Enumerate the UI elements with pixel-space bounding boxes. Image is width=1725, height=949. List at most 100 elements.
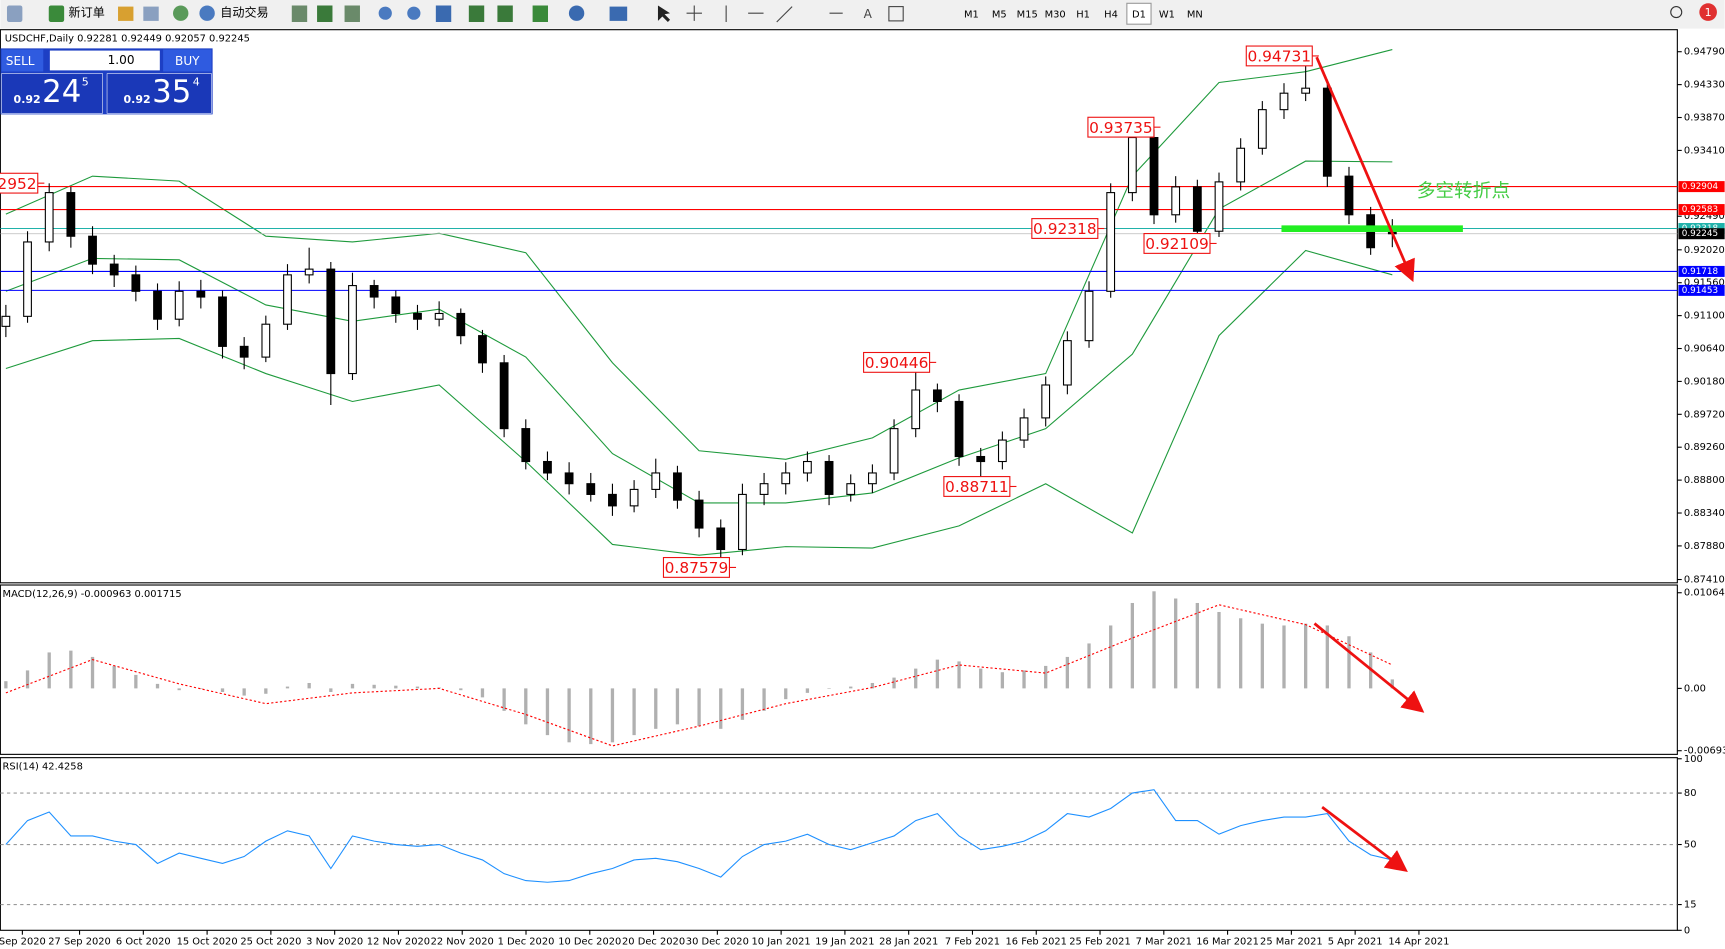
macd-bar xyxy=(1282,625,1286,689)
sell-quote[interactable] xyxy=(1,73,103,114)
icon[interactable] xyxy=(143,6,159,21)
y-tick-label: 100 xyxy=(1684,754,1703,765)
y-tick-label: 15 xyxy=(1684,900,1697,911)
icon[interactable] xyxy=(657,5,671,22)
candle-body xyxy=(1,315,11,327)
icon[interactable] xyxy=(532,5,548,22)
icon[interactable] xyxy=(497,5,513,22)
candle-body xyxy=(781,472,791,485)
alert-badge[interactable] xyxy=(1699,3,1717,21)
macd-bar xyxy=(90,656,95,689)
macd-bar xyxy=(610,688,615,743)
icon[interactable] xyxy=(568,5,585,21)
candle-body xyxy=(673,472,682,501)
timeframe[interactable]: D1 xyxy=(1132,9,1146,20)
x-tick-label: 16 Feb 2021 xyxy=(1006,936,1067,947)
candle-body xyxy=(954,400,964,458)
y-tick-label: 0.01064 xyxy=(1684,588,1725,599)
timeframe[interactable]: M30 xyxy=(1045,9,1066,20)
price-tag-label: 0.91453 xyxy=(1682,286,1718,296)
annotation-label: 0.90446 xyxy=(865,354,929,372)
icon[interactable] xyxy=(199,5,215,21)
timeframe[interactable]: H4 xyxy=(1104,9,1118,20)
icon[interactable] xyxy=(291,5,308,22)
icon[interactable] xyxy=(48,5,65,22)
y-tick-label: 0.89720 xyxy=(1684,409,1725,420)
icon[interactable] xyxy=(468,5,485,22)
timeframe[interactable]: MN xyxy=(1187,9,1203,20)
candle-body xyxy=(1322,87,1332,177)
y-tick-label: 0.89260 xyxy=(1684,442,1725,453)
macd-bar xyxy=(415,686,420,689)
icon[interactable]: A xyxy=(864,7,873,21)
timeframe[interactable]: W1 xyxy=(1159,9,1175,20)
x-tick-label: 30 Dec 2020 xyxy=(686,936,749,947)
macd-bar xyxy=(480,688,485,698)
annotation-label: 0.92109 xyxy=(1145,235,1209,253)
rsi-line xyxy=(5,789,1393,883)
x-tick-label: 20 Dec 2020 xyxy=(622,936,685,947)
macd-bar xyxy=(632,688,636,736)
icon[interactable] xyxy=(435,5,452,22)
candle-body xyxy=(326,268,336,375)
candle-body xyxy=(911,389,921,430)
icon[interactable] xyxy=(6,5,23,22)
arrows xyxy=(1313,56,1425,873)
timeframe[interactable]: M1 xyxy=(964,9,979,20)
macd-bar xyxy=(4,681,8,689)
buy-small: 4 xyxy=(193,75,200,88)
macd-bar xyxy=(394,685,398,689)
macd-bar xyxy=(1000,672,1005,689)
candle-body xyxy=(196,290,206,298)
icon[interactable] xyxy=(888,6,904,22)
candle-body xyxy=(283,274,292,325)
icon[interactable] xyxy=(344,5,360,22)
macd-bar xyxy=(372,684,376,689)
new-order[interactable]: 新订单 xyxy=(69,5,105,20)
candle-body xyxy=(66,192,76,237)
auto-trading[interactable]: 自动交易 xyxy=(220,5,268,20)
x-tick-label: 25 Mar 2021 xyxy=(1260,936,1323,947)
y-tick-label: 0.94330 xyxy=(1684,80,1725,91)
icon[interactable] xyxy=(407,6,421,20)
candle-body xyxy=(499,362,509,430)
x-tick-label: 7 Mar 2021 xyxy=(1136,936,1192,947)
icon[interactable] xyxy=(1670,6,1683,19)
candle-body xyxy=(932,389,942,402)
icon[interactable] xyxy=(173,5,189,21)
y-tick-label: 0.88800 xyxy=(1684,475,1725,486)
sell-button[interactable] xyxy=(1,49,44,72)
candle-body xyxy=(23,241,32,317)
buy-button[interactable] xyxy=(163,49,212,72)
x-tick-label: Sep 2020 xyxy=(0,936,46,947)
sell-prefix: 0.92 xyxy=(14,93,41,106)
timeframes: M1 M5 M15 M30 H1 H4 D1 W1 MN xyxy=(964,2,1203,25)
icon[interactable] xyxy=(118,6,134,21)
timeframe[interactable]: M15 xyxy=(1017,9,1038,20)
macd-bar xyxy=(69,650,73,689)
x-tick-label: 1 Dec 2020 xyxy=(498,936,555,947)
candle-body xyxy=(1127,136,1137,194)
icon[interactable] xyxy=(317,5,333,22)
icon[interactable] xyxy=(378,6,392,20)
candle-body xyxy=(867,472,877,485)
candle-body xyxy=(261,323,271,358)
x-tick-label: 5 Apr 2021 xyxy=(1328,936,1383,947)
x-tick-label: 16 Mar 2021 xyxy=(1196,936,1259,947)
macd-bar xyxy=(1152,591,1156,689)
buy-quote[interactable] xyxy=(106,73,212,114)
candle-body xyxy=(304,268,314,276)
y-tick-label: 0.87410 xyxy=(1684,575,1725,586)
candle-body xyxy=(1041,384,1051,419)
chart-title: USDCHF,Daily 0.92281 0.92449 0.92057 0.9… xyxy=(5,33,250,44)
macd-bar xyxy=(1087,643,1091,689)
icon[interactable] xyxy=(609,6,628,21)
sell-big: 24 xyxy=(42,74,81,110)
icon[interactable] xyxy=(686,5,843,23)
timeframe[interactable]: H1 xyxy=(1076,9,1090,20)
lots-box[interactable] xyxy=(49,50,160,71)
candle-body xyxy=(369,285,379,298)
timeframe[interactable]: M5 xyxy=(992,9,1007,20)
